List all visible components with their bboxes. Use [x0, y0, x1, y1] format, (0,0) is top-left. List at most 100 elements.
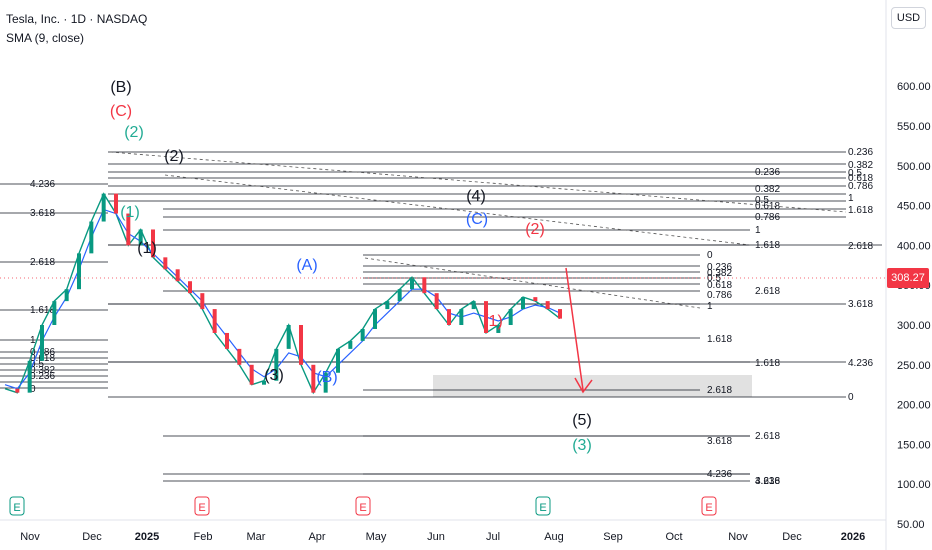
candle[interactable]: [15, 388, 20, 393]
earnings-marker-label: E: [13, 502, 20, 514]
y-tick-label: 400.00: [897, 240, 931, 252]
fib-label: 4.236: [707, 469, 732, 480]
earnings-marker[interactable]: [701, 496, 717, 516]
candle[interactable]: [484, 301, 488, 333]
candle[interactable]: [138, 229, 143, 246]
candle[interactable]: [459, 309, 464, 325]
candle[interactable]: [64, 289, 69, 302]
fib-label: 0.5: [848, 168, 862, 179]
projection-arrow-head[interactable]: [574, 377, 593, 394]
fib-label: 0.382: [707, 268, 732, 279]
fib-label: 0: [707, 250, 713, 261]
candle[interactable]: [101, 193, 106, 222]
candle[interactable]: [323, 372, 328, 393]
candle[interactable]: [89, 221, 94, 254]
indicator-label[interactable]: SMA (9, close): [6, 31, 85, 45]
candle[interactable]: [410, 277, 414, 290]
fib-label: 0: [30, 384, 36, 395]
projection-arrow[interactable]: [565, 267, 584, 391]
candle[interactable]: [151, 229, 155, 258]
candle[interactable]: [274, 348, 279, 381]
fib-label: 0.5: [30, 359, 44, 370]
candle[interactable]: [508, 309, 513, 325]
fib-label: 0.618: [707, 280, 732, 291]
candle[interactable]: [200, 293, 205, 310]
fib-label: 1.618: [848, 205, 873, 216]
y-tick-label: 600.00: [897, 81, 931, 93]
candle[interactable]: [114, 193, 118, 214]
candle[interactable]: [311, 364, 316, 393]
candle[interactable]: [360, 328, 365, 341]
x-tick-label: Jul: [486, 531, 500, 543]
candle[interactable]: [373, 309, 377, 329]
candle[interactable]: [545, 301, 550, 310]
candle[interactable]: [249, 364, 254, 385]
earnings-marker[interactable]: [194, 496, 210, 516]
wave-label: (C): [110, 103, 132, 120]
current-price-tag: 308.27: [887, 268, 929, 288]
candle[interactable]: [434, 293, 439, 310]
candle[interactable]: [496, 325, 501, 333]
candle[interactable]: [225, 332, 229, 349]
fib-label: 1.618: [707, 334, 732, 345]
trend-line[interactable]: [164, 174, 751, 246]
trend-line[interactable]: [364, 257, 701, 309]
candle[interactable]: [40, 325, 44, 361]
x-tick-label: Nov: [20, 531, 40, 543]
x-tick-label: Mar: [247, 531, 266, 543]
x-tick-label: Nov: [728, 531, 748, 543]
sma-line[interactable]: [4, 208, 561, 390]
earnings-marker[interactable]: [9, 496, 25, 516]
earnings-marker-label: E: [539, 502, 546, 514]
fib-label: 2.618: [755, 431, 780, 442]
fib-label: 4.236: [30, 179, 55, 190]
x-tick-label: Feb: [194, 531, 213, 543]
earnings-marker-label: E: [359, 502, 366, 514]
candle[interactable]: [447, 309, 451, 325]
fib-label: 1: [848, 193, 854, 204]
target-zone: [433, 375, 752, 397]
x-tick-label: Jun: [427, 531, 445, 543]
wave-label: (1): [120, 204, 140, 221]
candle[interactable]: [471, 301, 476, 310]
wave-label: (C): [466, 211, 488, 228]
candle[interactable]: [175, 269, 180, 282]
y-tick-label: 300.00: [897, 320, 931, 332]
fib-label: 1.618: [30, 305, 55, 316]
fib-label: 0.382: [30, 365, 55, 376]
candle[interactable]: [299, 325, 303, 365]
candle[interactable]: [348, 340, 353, 349]
candle[interactable]: [237, 348, 242, 365]
candle[interactable]: [188, 281, 192, 294]
candle[interactable]: [336, 348, 340, 373]
candle[interactable]: [397, 289, 402, 302]
fib-label: 1: [30, 335, 36, 346]
candle[interactable]: [52, 301, 57, 325]
wave-label: (1): [483, 313, 503, 330]
candle[interactable]: [212, 309, 217, 333]
price-series-line[interactable]: [4, 192, 561, 395]
candle[interactable]: [286, 325, 291, 349]
y-tick-label: 550.00: [897, 121, 931, 133]
candle[interactable]: [262, 380, 266, 385]
candle[interactable]: [163, 257, 168, 270]
candle[interactable]: [385, 301, 390, 310]
candle[interactable]: [422, 277, 427, 294]
candle[interactable]: [126, 213, 131, 246]
symbol-title[interactable]: Tesla, Inc. · 1D · NASDAQ: [6, 12, 148, 26]
candle[interactable]: [521, 297, 525, 310]
earnings-marker[interactable]: [535, 496, 551, 516]
candle[interactable]: [533, 297, 538, 302]
candle[interactable]: [27, 360, 32, 393]
fib-label: 0.786: [755, 212, 780, 223]
y-tick-label: 100.00: [897, 479, 931, 491]
candle[interactable]: [558, 309, 562, 319]
fib-label: 3.618: [848, 299, 873, 310]
wave-label: (4): [466, 188, 486, 205]
earnings-marker[interactable]: [355, 496, 371, 516]
currency-button[interactable]: USD: [891, 7, 926, 29]
candle[interactable]: [77, 253, 81, 290]
wave-label: (3): [572, 437, 592, 454]
